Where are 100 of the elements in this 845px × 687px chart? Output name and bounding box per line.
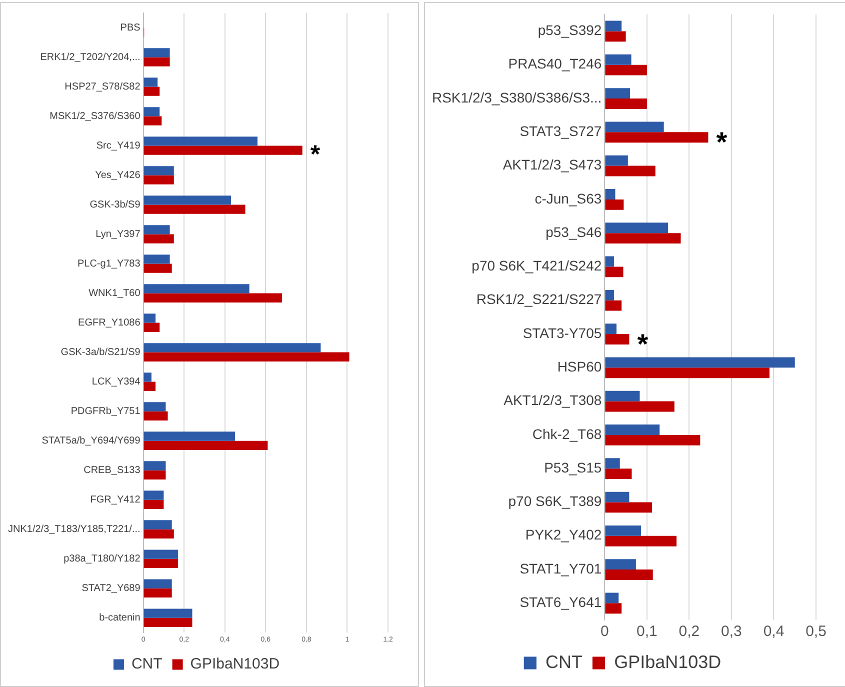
- x-tick-label: 0,3: [721, 623, 742, 640]
- y-tick-label: PRAS40_T246: [508, 56, 602, 72]
- bar: [605, 468, 632, 480]
- bar: [605, 20, 622, 32]
- bar: [144, 579, 172, 588]
- y-tick-label: GSK-3a/b/S21/S9: [60, 347, 141, 358]
- y-tick-label: EGFR_Y1086: [78, 318, 141, 329]
- bar: [144, 411, 168, 420]
- bar: [605, 266, 624, 278]
- y-tick-label: CREB_S133: [84, 465, 141, 476]
- bar: [144, 264, 172, 273]
- bar: [605, 368, 770, 378]
- legend-label: GPIbaN103D: [190, 656, 280, 673]
- bar: [144, 175, 174, 184]
- bar: [144, 166, 174, 176]
- bar: [144, 107, 160, 116]
- bar: [144, 608, 192, 618]
- bar: [605, 390, 640, 402]
- bar: [605, 132, 708, 143]
- bar: [605, 357, 795, 368]
- y-tick-label: p70 S6K_T421/S242: [472, 258, 602, 274]
- annotation: *: [310, 140, 320, 168]
- legend-label: GPIbaN103D: [614, 652, 722, 672]
- bar: [605, 222, 668, 234]
- x-tick-label: 0,1: [636, 623, 658, 640]
- bar: [144, 78, 158, 87]
- y-tick-label: AKT1/2/3_S473: [502, 156, 602, 173]
- x-tick-label: 0,2: [678, 623, 700, 640]
- y-tick-label: JNK1/2/3_T183/Y185,T221/...: [8, 524, 140, 536]
- bar: [605, 31, 626, 42]
- y-tick-label: STAT3_S727: [520, 123, 602, 140]
- y-tick-label: PBS: [120, 22, 141, 34]
- bar: [144, 322, 160, 332]
- bar: [144, 146, 302, 155]
- x-tick-label: 0,4: [763, 623, 784, 640]
- bar: [605, 559, 636, 570]
- y-tick-label: MSK1/2_S376/S360: [50, 111, 141, 122]
- bar: [605, 199, 624, 210]
- bar: [605, 122, 664, 132]
- x-tick-label: 0: [600, 623, 609, 640]
- bar: [605, 256, 614, 267]
- bar: [605, 155, 628, 166]
- bar: [605, 401, 674, 412]
- bar: [144, 136, 258, 146]
- y-tick-label: p53_S392: [538, 22, 602, 38]
- bar: [144, 86, 160, 96]
- bar: [605, 290, 614, 300]
- bar: [605, 492, 630, 502]
- annotation: *: [637, 328, 648, 360]
- bar: [144, 520, 172, 530]
- bar: [144, 196, 231, 205]
- y-tick-label: PYK2_Y402: [525, 526, 602, 543]
- bar: [144, 48, 170, 58]
- legend-label: CNT: [545, 652, 582, 672]
- bar: [144, 204, 246, 214]
- y-tick-label: HSP27_S78/S82: [64, 82, 141, 93]
- y-tick-label: Lyn_Y397: [96, 229, 141, 240]
- y-tick-label: PDGFRb_Y751: [70, 406, 141, 418]
- bar: [144, 500, 164, 509]
- bar: [144, 352, 350, 362]
- y-tick-label: p70 S6K_T389: [508, 493, 602, 510]
- bar: [605, 233, 681, 244]
- bar: [144, 57, 170, 66]
- y-tick-label: AKT1/2/3_T308: [504, 392, 602, 408]
- y-tick-label: P53_S15: [544, 459, 602, 476]
- y-tick-label: HSP60: [557, 358, 602, 375]
- bar: [144, 234, 174, 244]
- bar: [144, 461, 166, 470]
- y-tick-label: p38a_T180/Y182: [64, 554, 141, 565]
- y-tick-label: FGR_Y412: [90, 494, 141, 506]
- bar: [144, 618, 192, 627]
- bar: [605, 525, 642, 536]
- bar: [144, 402, 166, 412]
- bar: [605, 424, 660, 435]
- y-tick-label: STAT5a/b_Y694/Y699: [42, 436, 141, 447]
- bar: [144, 432, 236, 441]
- bar: [144, 284, 250, 294]
- y-tick-label: b-catenin: [99, 612, 140, 624]
- y-tick-label: ERK1/2_T202/Y204,...: [40, 52, 140, 64]
- bar: [605, 98, 647, 109]
- bar: [605, 536, 677, 546]
- y-tick-label: Yes_Y426: [95, 170, 141, 182]
- y-tick-label: Src_Y419: [96, 140, 141, 152]
- y-tick-label: GSK-3b/S9: [90, 200, 141, 211]
- bar: [144, 440, 268, 450]
- y-tick-label: c-Jun_S63: [534, 190, 602, 206]
- bar: [144, 550, 178, 559]
- bar: [144, 558, 178, 568]
- bar: [605, 324, 617, 334]
- bar: [605, 434, 700, 446]
- bar: [144, 372, 152, 382]
- bar: [144, 116, 162, 126]
- bar: [605, 603, 622, 614]
- bar: [605, 300, 622, 311]
- y-tick-label: RSK1/2_S221/S227: [476, 291, 602, 308]
- bar: [144, 470, 166, 480]
- bar: [605, 189, 616, 200]
- legend-label: CNT: [131, 656, 162, 673]
- bar: [605, 502, 652, 513]
- y-tick-label: PLC-g1_Y783: [77, 258, 141, 270]
